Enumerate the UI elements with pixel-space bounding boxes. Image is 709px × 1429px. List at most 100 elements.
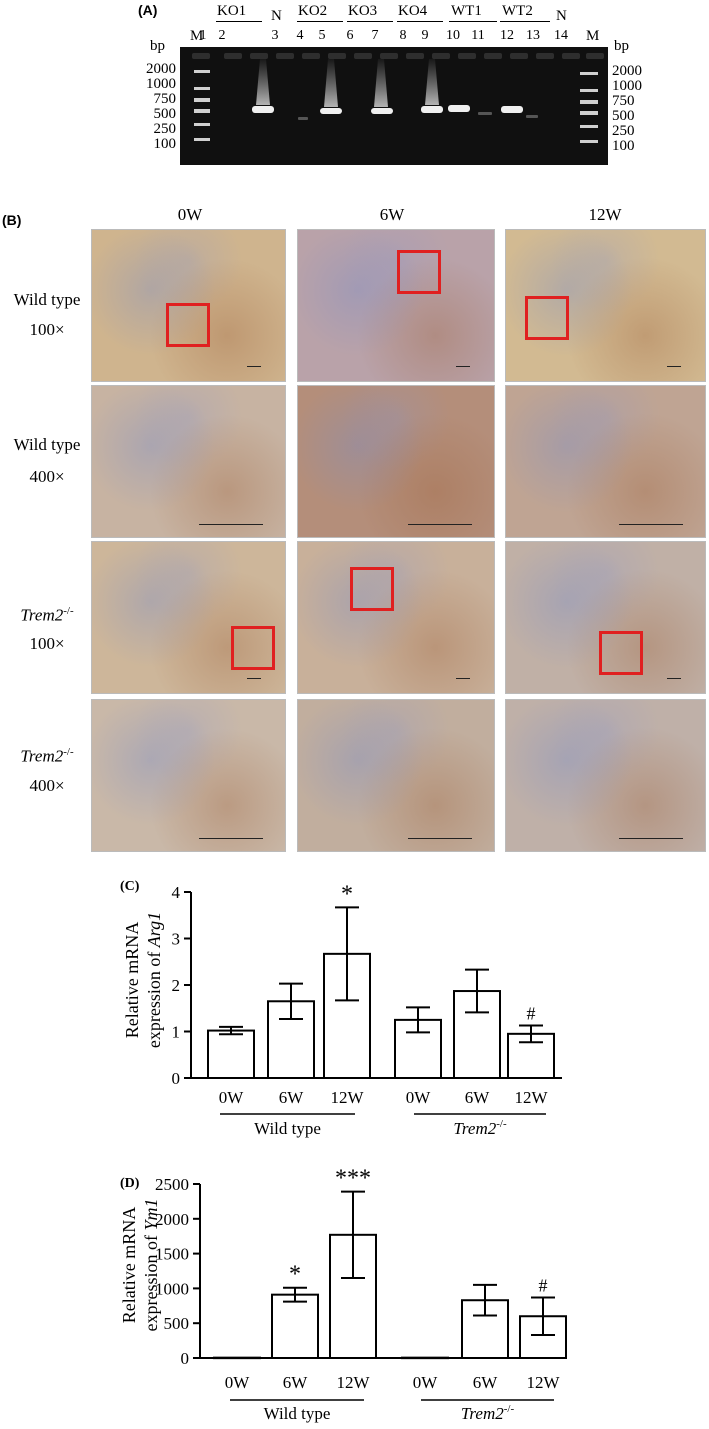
micrograph-r3-c1 bbox=[91, 541, 286, 694]
scale-bar bbox=[456, 366, 470, 367]
gel-image bbox=[180, 47, 608, 165]
micrograph-r1-c2 bbox=[297, 229, 495, 382]
row-label-magnification: 100× bbox=[29, 634, 65, 653]
column-label-0w: 0W bbox=[177, 205, 203, 224]
scale-bar bbox=[667, 678, 681, 679]
lane-number: 11 bbox=[471, 28, 485, 43]
lane-number: 14 bbox=[554, 28, 568, 43]
ladder-label: 1000 bbox=[612, 78, 642, 94]
bp-label-right: bp bbox=[614, 38, 629, 54]
group-label-sup: -/- bbox=[496, 1118, 507, 1130]
panel-b-label: (B) bbox=[2, 212, 22, 228]
row-label-name: Wild type bbox=[13, 435, 81, 454]
ladder-label: 2000 bbox=[146, 61, 176, 77]
bar bbox=[401, 1356, 449, 1360]
y-axis-label-line: expression of bbox=[144, 947, 164, 1048]
lane-number: 9 bbox=[421, 28, 429, 43]
y-tick-label: 1 bbox=[172, 1023, 181, 1042]
group-label: Trem2-/- bbox=[453, 1118, 507, 1138]
lane-number: 2 bbox=[218, 28, 226, 43]
group-label-ko1: KO1 bbox=[217, 3, 247, 19]
group-label: Wild type bbox=[254, 1119, 321, 1138]
ladder-label: 2000 bbox=[612, 63, 642, 79]
ladder-label: 1000 bbox=[146, 76, 176, 92]
y-axis-label-gene: Arg1 bbox=[144, 912, 164, 948]
group-label-wt1: WT1 bbox=[451, 3, 482, 19]
x-tick-label: 6W bbox=[465, 1088, 491, 1107]
scale-bar bbox=[199, 524, 263, 525]
y-axis-label-gene: Ym1 bbox=[141, 1199, 161, 1231]
y-tick-label: 0 bbox=[181, 1349, 190, 1368]
ladder-labels-right: 2000 1000 750 500 250 100 bbox=[612, 64, 658, 154]
ladder-label: 500 bbox=[612, 108, 635, 124]
lane-number: 1 bbox=[199, 28, 207, 43]
micrograph-r4-c3 bbox=[505, 699, 706, 852]
group-underline bbox=[216, 21, 262, 22]
x-tick-label: 12W bbox=[514, 1088, 548, 1107]
micrograph-r4-c1 bbox=[91, 699, 286, 852]
marker-label-left: M bbox=[190, 28, 204, 44]
lane-number: 3 bbox=[271, 28, 279, 43]
x-tick-label: 12W bbox=[330, 1088, 364, 1107]
micrograph-r1-c3 bbox=[505, 229, 706, 382]
group-label: Wild type bbox=[264, 1404, 331, 1423]
lane-number: 8 bbox=[399, 28, 407, 43]
significance-mark: * bbox=[341, 881, 353, 907]
row-label-magnification: 400× bbox=[29, 467, 65, 486]
micrograph-r4-c2 bbox=[297, 699, 495, 852]
x-tick-label: 0W bbox=[219, 1088, 245, 1107]
group-label-name: Trem2 bbox=[461, 1404, 504, 1423]
x-tick-label: 0W bbox=[413, 1373, 439, 1392]
scale-bar bbox=[456, 678, 470, 679]
micrograph-r3-c3 bbox=[505, 541, 706, 694]
zoom-region-box bbox=[231, 626, 275, 670]
y-tick-label: 2000 bbox=[155, 1210, 189, 1229]
row-label-name: Trem2-/- bbox=[20, 605, 74, 625]
x-tick-label: 0W bbox=[225, 1373, 251, 1392]
micrograph-r2-c1 bbox=[91, 385, 286, 538]
scale-bar bbox=[408, 838, 472, 839]
group-label-wt2: WT2 bbox=[502, 3, 533, 19]
column-label-6w: 6W bbox=[379, 205, 405, 224]
lane-number: 13 bbox=[526, 28, 540, 43]
scale-bar bbox=[619, 524, 683, 525]
y-tick-label: 4 bbox=[172, 883, 181, 902]
group-label-ko2: KO2 bbox=[298, 3, 328, 19]
y-axis-label: Relative mRNA expression of Ym1 bbox=[119, 1199, 161, 1332]
y-axis-label-line: Relative mRNA bbox=[122, 922, 142, 1038]
marker-label-right: M bbox=[586, 28, 600, 44]
scale-bar bbox=[247, 678, 261, 679]
significance-mark: # bbox=[539, 1275, 548, 1295]
significance-mark: *** bbox=[335, 1166, 371, 1192]
group-underline bbox=[347, 21, 393, 22]
ladder-label: 100 bbox=[153, 136, 177, 152]
lane-number: 6 bbox=[346, 28, 354, 43]
zoom-region-box bbox=[166, 303, 210, 347]
ladder-label: 750 bbox=[612, 93, 635, 109]
bp-label-left: bp bbox=[150, 38, 165, 54]
lane-number: 10 bbox=[446, 28, 460, 43]
scale-bar bbox=[408, 524, 472, 525]
ladder-label: 250 bbox=[612, 123, 635, 139]
ladder-label: 250 bbox=[153, 121, 177, 137]
zoom-region-box bbox=[525, 296, 569, 340]
group-label-n2: N bbox=[556, 8, 567, 24]
zoom-region-box bbox=[397, 250, 441, 294]
y-tick-label: 1000 bbox=[155, 1279, 189, 1298]
group-label-ko3: KO3 bbox=[348, 3, 378, 19]
group-label-sup: -/- bbox=[504, 1403, 515, 1415]
x-tick-label: 12W bbox=[336, 1373, 370, 1392]
row-label-magnification: 400× bbox=[29, 776, 65, 795]
group-underline bbox=[397, 21, 443, 22]
ladder-label: 750 bbox=[153, 91, 177, 107]
ladder-label: 500 bbox=[153, 106, 177, 122]
ladder-labels-left: 2000 1000 750 500 250 100 bbox=[130, 62, 176, 152]
zoom-region-box bbox=[350, 567, 394, 611]
bar bbox=[271, 1293, 319, 1359]
chart-c: (C) 0 1 2 3 4 Relative mRNA expression of Arg1 0… bbox=[120, 879, 562, 1138]
scale-bar bbox=[247, 366, 261, 367]
bar bbox=[207, 1029, 255, 1080]
row-label-magnification: 100× bbox=[29, 320, 65, 339]
group-underline bbox=[449, 21, 497, 22]
significance-mark: * bbox=[289, 1262, 301, 1288]
